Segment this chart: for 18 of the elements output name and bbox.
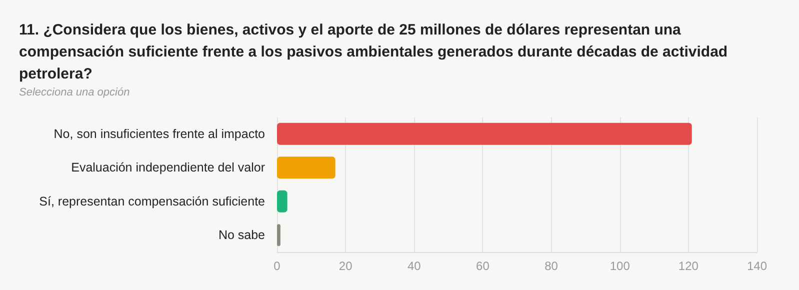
y-tick-label: Sí, representan compensación suficiente [39, 194, 266, 208]
bar [277, 224, 280, 246]
x-tick-label: 100 [610, 259, 630, 273]
x-tick-label: 80 [544, 259, 558, 273]
y-tick-label: No sabe [218, 228, 266, 242]
x-tick-label: 60 [476, 259, 490, 273]
y-tick-label: Evaluación independiente del valor [71, 160, 265, 175]
x-tick-label: 140 [746, 259, 768, 273]
chart-title: 11. ¿Considera que los bienes, activos y el aporte de 25 millones de dólares representan una compensación suficiente frente a los pasivos ambientales generados durante décadas de actividad petrolera? [19, 22, 732, 82]
x-tick-label: 40 [407, 259, 422, 273]
x-tick-label: 120 [678, 259, 699, 273]
bar [277, 122, 692, 145]
y-tick-label: No, son insuficientes frente al impacto [54, 126, 266, 141]
bar [277, 156, 336, 179]
x-tick-label: 0 [274, 259, 281, 273]
text: Selecciona una opción [19, 86, 130, 98]
bar [277, 190, 288, 212]
x-tick-label: 20 [338, 259, 353, 273]
